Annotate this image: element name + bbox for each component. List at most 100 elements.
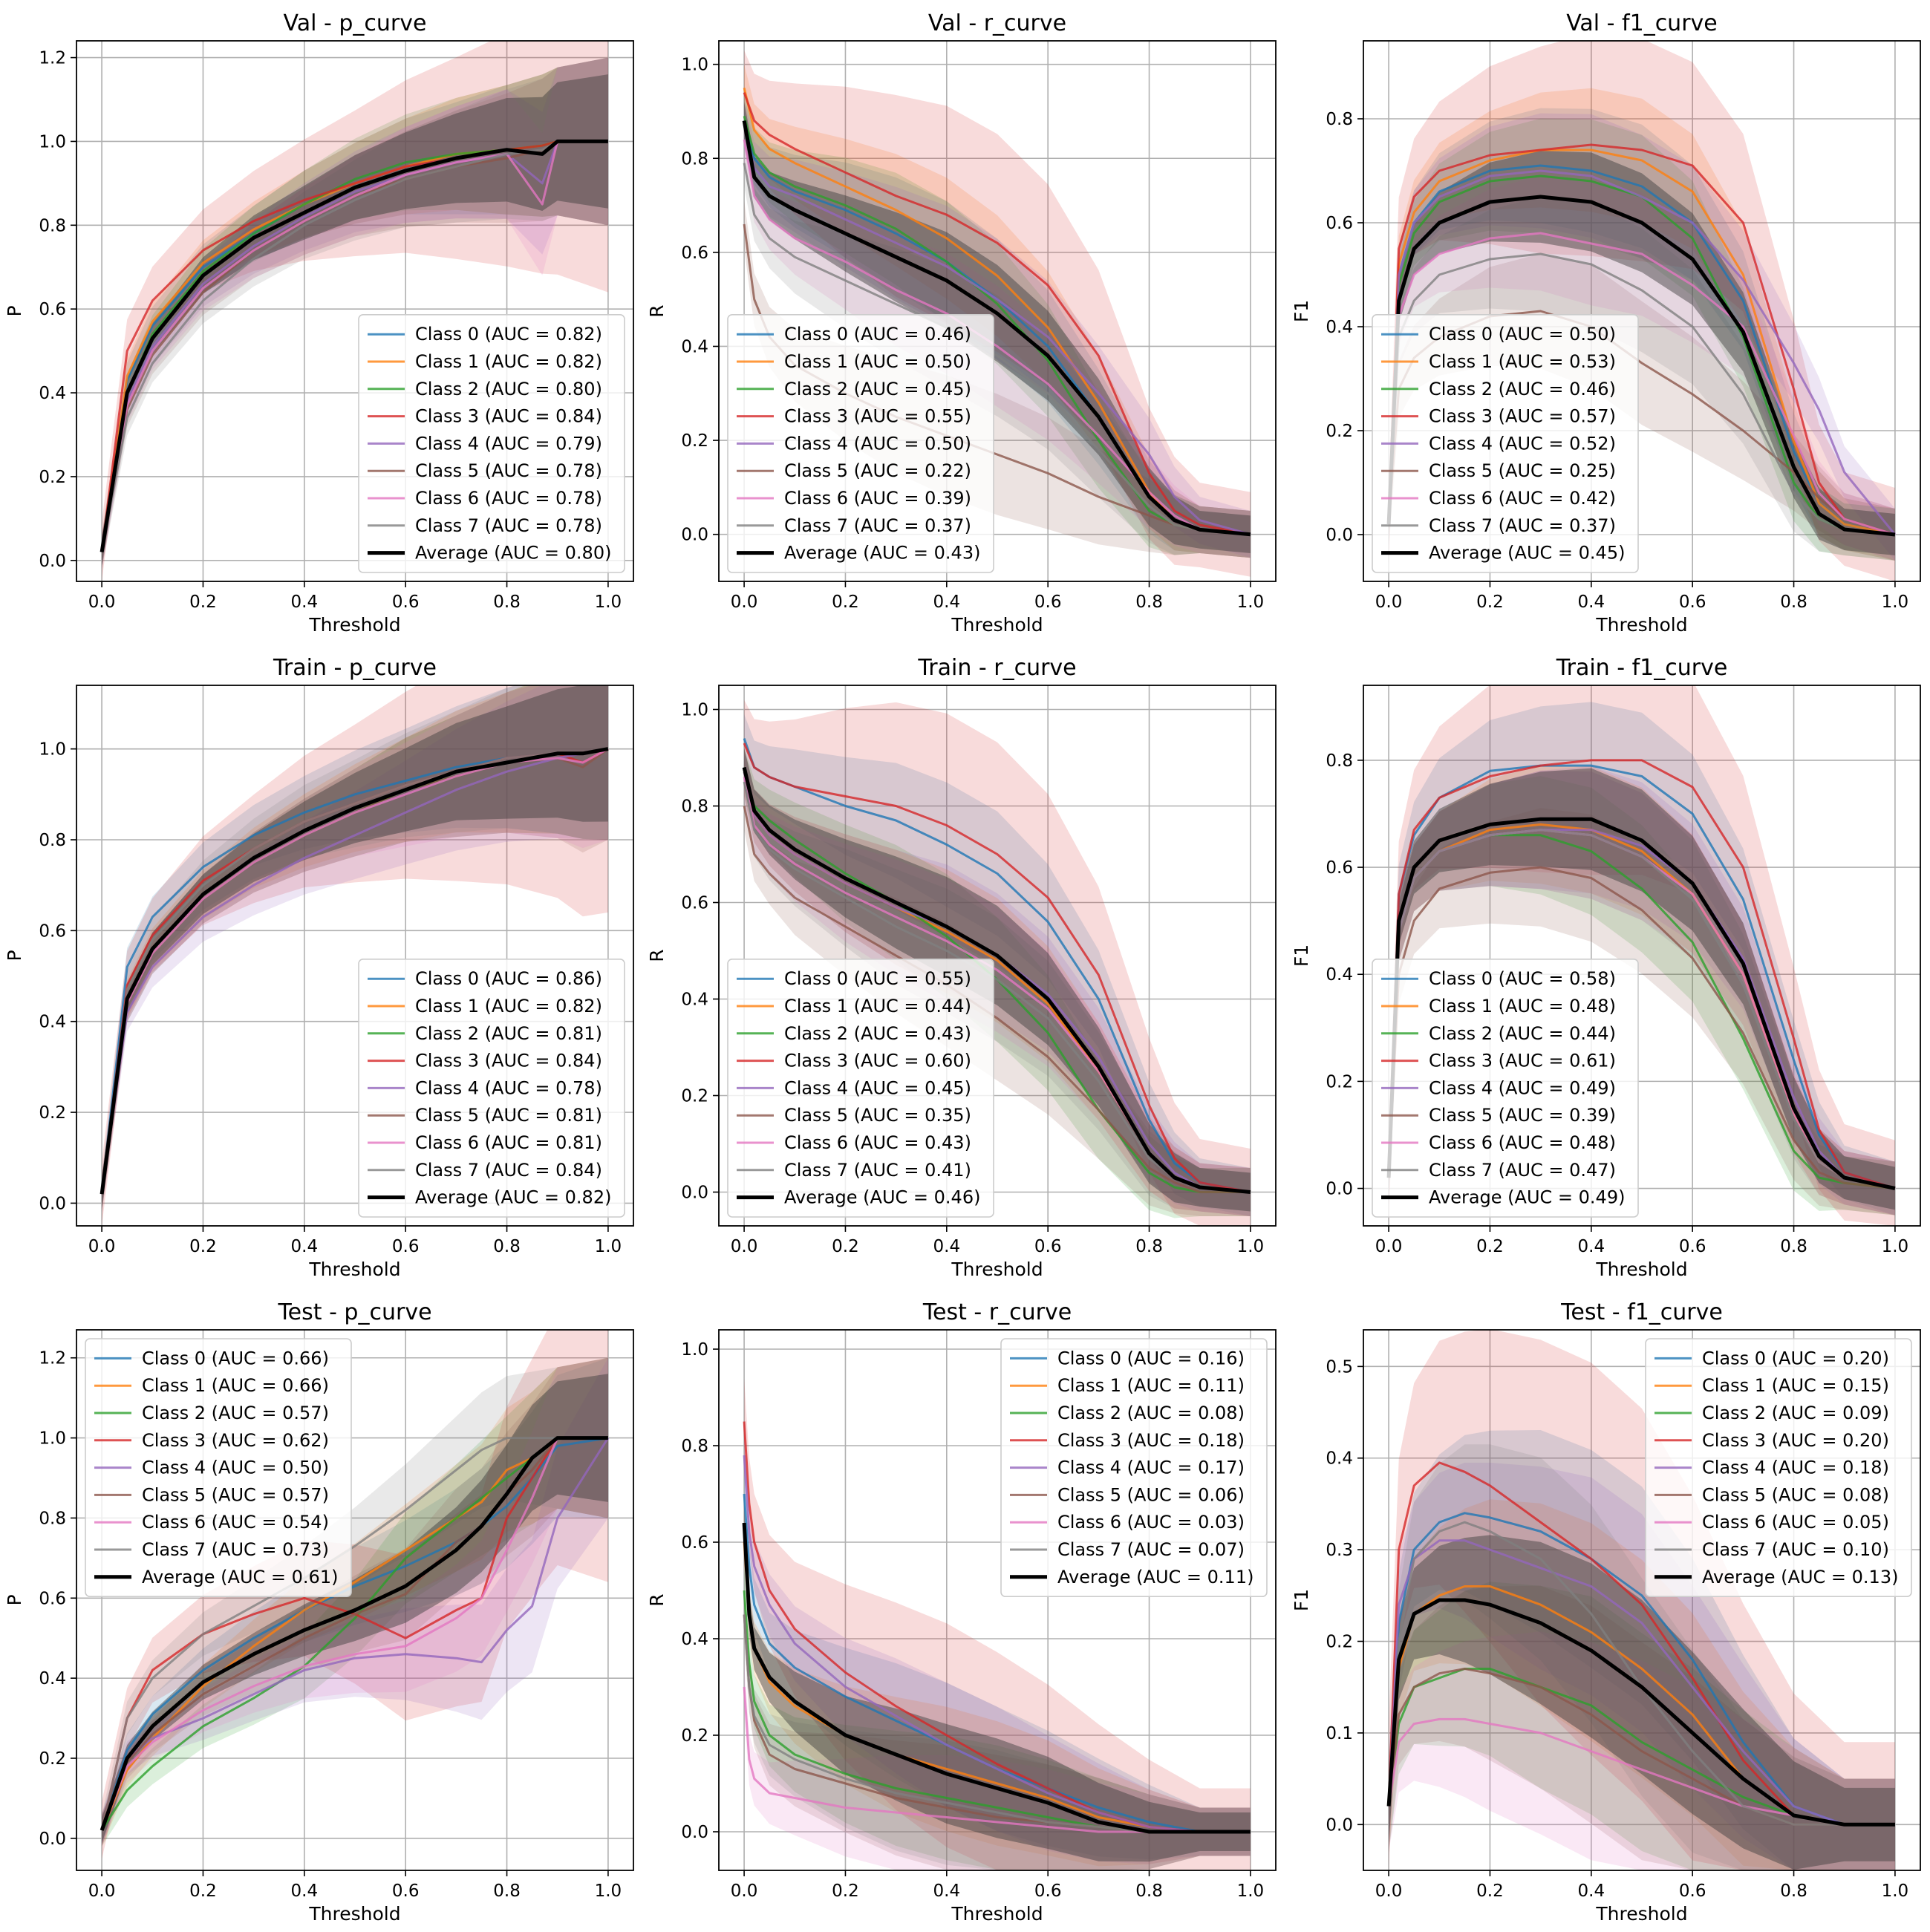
chart-6-line-class-0 [1387,764,1896,1189]
chart-8-legend-label-class-3: Class 3 (AUC = 0.18) [1057,1430,1245,1451]
chart-5-legend-label-class-5: Class 5 (AUC = 0.35) [784,1105,971,1126]
chart-5-legend: Class 0 (AUC = 0.55) Class 1 (AUC = 0.44)… [727,959,994,1218]
chart-3-legend-label-class-6: Class 6 (AUC = 0.42) [1429,488,1616,509]
chart-8-legend-label-average: Average (AUC = 0.11) [1057,1567,1253,1587]
chart-4-band-class-4 [102,685,608,1213]
chart-8-ytick-label-0-8: 0.8 [681,1437,708,1456]
chart-8-ylabel: R [646,1593,668,1606]
chart-1-legend-box [358,313,625,573]
chart-7-band-class-7 [102,1357,608,1847]
chart-1-legend-label-class-2: Class 2 (AUC = 0.80) [415,379,602,399]
chart-7-band-class-4 [102,1357,608,1847]
chart-7-ytick-label-0-0: 0.0 [39,1830,66,1849]
chart-9-legend-box [1645,1338,1912,1598]
chart-1-band-class-1 [102,57,608,570]
chart-8-line-class-4 [743,1455,1251,1833]
chart-4-legend-label-class-5: Class 5 (AUC = 0.81) [415,1105,602,1126]
chart-6-xtick-label-0-0: 0.0 [1375,1237,1403,1256]
chart-6-xtick-label-0-6: 0.6 [1679,1237,1706,1256]
chart-8-line-class-0 [743,1493,1251,1833]
chart-7-line-average [100,1436,608,1831]
chart-9-band-class-7 [1389,1444,1895,1870]
chart-5-legend-label-average: Average (AUC = 0.46) [784,1187,980,1208]
chart-6-legend-label-class-2: Class 2 (AUC = 0.44) [1429,1023,1616,1044]
chart-9-legend-label-class-6: Class 6 (AUC = 0.05) [1702,1512,1889,1533]
chart-2-xtick-label-0-4: 0.4 [933,593,961,612]
chart-1-ytick-label-0-4: 0.4 [39,384,66,403]
chart-3-xtick-label-0-6: 0.6 [1679,593,1706,612]
chart-1-ytick-label-0-8: 0.8 [39,216,66,235]
chart-6-band-class-2 [1389,776,1895,1215]
chart-3-xtick-label-0-8: 0.8 [1780,593,1807,612]
chart-1-band-class-3 [102,41,608,581]
chart-7-xlabel: Threshold [308,1903,400,1925]
chart-3-band-class-3 [1389,41,1895,581]
chart-8-ytick-label-0-2: 0.2 [681,1726,708,1746]
chart-1-band-class-6 [102,57,608,570]
chart-4-xtick-label-0-8: 0.8 [493,1237,521,1256]
chart-1-band-class-0 [102,57,608,570]
chart-8-band-class-3 [744,1378,1251,1870]
chart-4-xtick-label-1-0: 1.0 [595,1237,622,1256]
chart-5-xtick-label-0-0: 0.0 [731,1237,758,1256]
chart-3-legend-label-class-4: Class 4 (AUC = 0.52) [1429,433,1616,454]
chart-8-legend-label-class-6: Class 6 (AUC = 0.03) [1057,1512,1245,1533]
chart-6-legend-label-class-0: Class 0 (AUC = 0.58) [1429,968,1616,989]
chart-6-line-class-5 [1387,866,1896,1189]
chart-4-legend-label-class-6: Class 6 (AUC = 0.81) [415,1132,602,1153]
chart-9-ytick-label-0-2: 0.2 [1326,1633,1353,1652]
chart-5-xtick-label-0-6: 0.6 [1034,1237,1062,1256]
chart-7-band-class-6 [102,1357,608,1847]
chart-9-legend-label-average: Average (AUC = 0.13) [1702,1567,1898,1587]
chart-1-ytick-label-1-0: 1.0 [39,132,66,151]
chart-6-line-class-3 [1387,759,1896,1189]
chart-9-title: Test - f1_curve [1560,1299,1723,1325]
chart-6-legend-box [1372,959,1639,1218]
chart-2-ytick-label-0-6: 0.6 [681,244,708,263]
chart-2-legend-label-class-0: Class 0 (AUC = 0.46) [784,324,971,345]
chart-2-legend-label-class-5: Class 5 (AUC = 0.22) [784,460,971,481]
chart-7-line-class-5 [100,1437,608,1831]
chart-6-band-class-7 [1389,770,1895,1215]
chart-1-xlabel: Threshold [308,614,400,636]
chart-9-legend-label-class-7: Class 7 (AUC = 0.10) [1702,1539,1889,1560]
chart-3-legend: Class 0 (AUC = 0.50) Class 1 (AUC = 0.53)… [1372,313,1639,573]
chart-1-legend-label-class-1: Class 1 (AUC = 0.82) [415,351,602,372]
chart-7-legend-label-average: Average (AUC = 0.61) [142,1567,338,1587]
chart-3-ytick-label-0-4: 0.4 [1326,318,1353,337]
chart-7-legend-label-class-4: Class 4 (AUC = 0.50) [142,1458,329,1478]
chart-9-band-average [1389,1535,1895,1870]
chart-5-ytick-label-1-0: 1.0 [681,701,708,720]
chart-2-band-class-2 [744,92,1251,558]
chart-6-legend-label-class-4: Class 4 (AUC = 0.49) [1429,1077,1616,1098]
chart-7-line-class-3 [100,1437,608,1831]
chart-4-ytick-label-1-0: 1.0 [39,740,66,760]
chart-2-legend-label-class-6: Class 6 (AUC = 0.39) [784,488,971,509]
chart-1-line-class-7 [100,140,608,552]
chart-4-line-class-6 [100,748,609,1195]
chart-4-legend-label-class-2: Class 2 (AUC = 0.81) [415,1023,602,1044]
chart-2-legend-label-class-4: Class 4 (AUC = 0.50) [784,433,971,454]
chart-5-xlabel: Threshold [951,1259,1043,1280]
chart-2-band-class-5 [744,200,1251,558]
chart-3-legend-label-class-2: Class 2 (AUC = 0.46) [1429,379,1616,399]
chart-9-legend-label-class-5: Class 5 (AUC = 0.08) [1702,1484,1889,1505]
chart-3-legend-label-class-5: Class 5 (AUC = 0.25) [1429,460,1616,481]
chart-3-axes-frame [1363,40,1921,582]
chart-7-band-class-1 [102,1357,608,1847]
chart-4-title: Train - p_curve [273,655,437,681]
chart-3-line-average [1386,195,1896,537]
chart-3-xlabel: Threshold [1595,614,1687,636]
chart-4-axes-frame [76,685,634,1227]
chart-3-legend-label-class-1: Class 1 (AUC = 0.53) [1429,351,1616,372]
chart-9-line-average [1386,1598,1895,1827]
chart-2-ytick-label-0-8: 0.8 [681,149,708,169]
chart-4-ytick-label-0-4: 0.4 [39,1013,66,1032]
chart-6-legend: Class 0 (AUC = 0.58) Class 1 (AUC = 0.48)… [1372,959,1639,1218]
chart-4-legend-label-average: Average (AUC = 0.82) [415,1187,611,1208]
chart-1-line-class-4 [100,140,608,552]
chart-4-xtick-label-0-0: 0.0 [88,1237,116,1256]
chart-6-axes-frame [1363,685,1921,1227]
chart-9-axes-frame [1363,1329,1921,1871]
chart-2-legend: Class 0 (AUC = 0.46) Class 1 (AUC = 0.50)… [727,313,994,573]
